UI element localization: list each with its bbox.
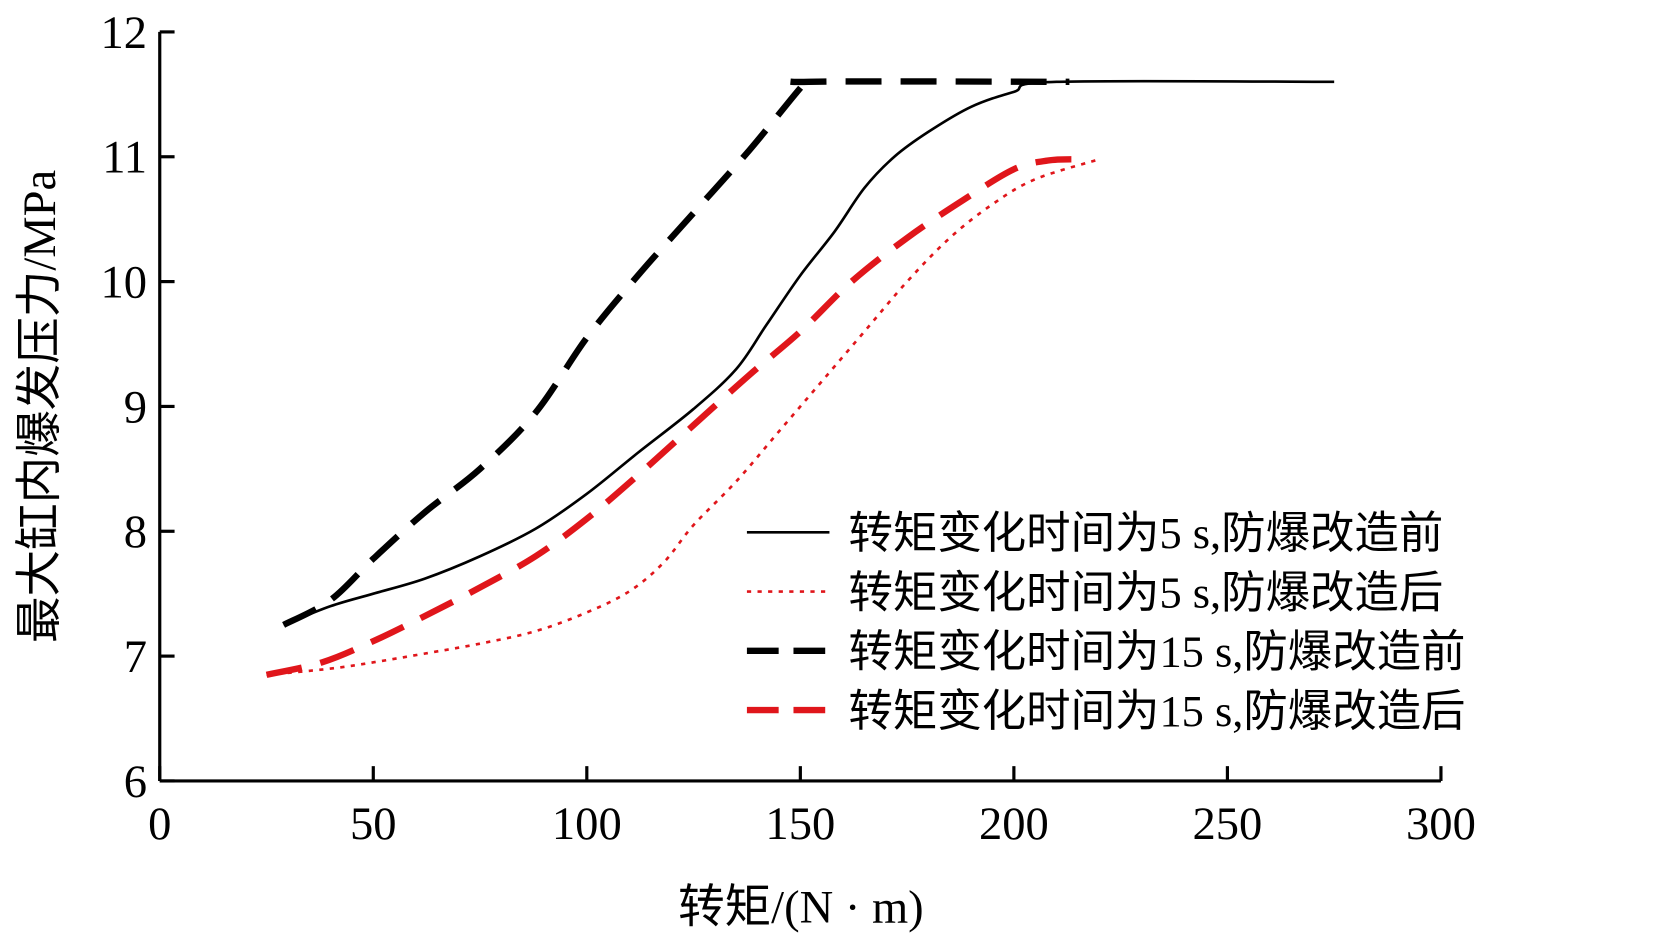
legend-label: 转矩变化时间为5 s,防爆改造前 (848, 508, 1443, 558)
legend-label: 转矩变化时间为5 s,防爆改造后 (848, 567, 1443, 617)
x-tick-label: 50 (350, 799, 397, 850)
y-axis-label: 最大缸内爆发压力/MPa (14, 169, 66, 643)
x-tick-label: 150 (765, 799, 835, 850)
series-line-2 (282, 77, 1070, 628)
x-tick-label: 0 (148, 799, 171, 850)
series-line-3 (265, 156, 1079, 678)
y-tick-label: 7 (124, 632, 147, 683)
series-line-0 (283, 79, 1335, 627)
series-line-1 (266, 157, 1100, 677)
y-tick-label: 12 (101, 8, 148, 59)
y-tick-label: 11 (102, 133, 147, 184)
x-tick-label: 250 (1192, 799, 1262, 850)
y-tick-label: 6 (124, 757, 147, 808)
legend-label: 转矩变化时间为15 s,防爆改造前 (848, 627, 1465, 677)
x-tick-label: 200 (979, 799, 1049, 850)
legend-label: 转矩变化时间为15 s,防爆改造后 (848, 686, 1465, 736)
x-tick-label: 100 (552, 799, 622, 850)
y-tick-label: 8 (124, 507, 147, 558)
x-tick-label: 300 (1406, 799, 1476, 850)
y-tick-label: 9 (124, 382, 147, 433)
y-tick-label: 10 (101, 257, 148, 308)
series-lines (265, 77, 1335, 678)
x-axis-label: 转矩/(N · m) (678, 883, 924, 934)
axes: 0 50 100 150 200 250 300 6 7 8 9 10 11 12 (101, 8, 1476, 850)
